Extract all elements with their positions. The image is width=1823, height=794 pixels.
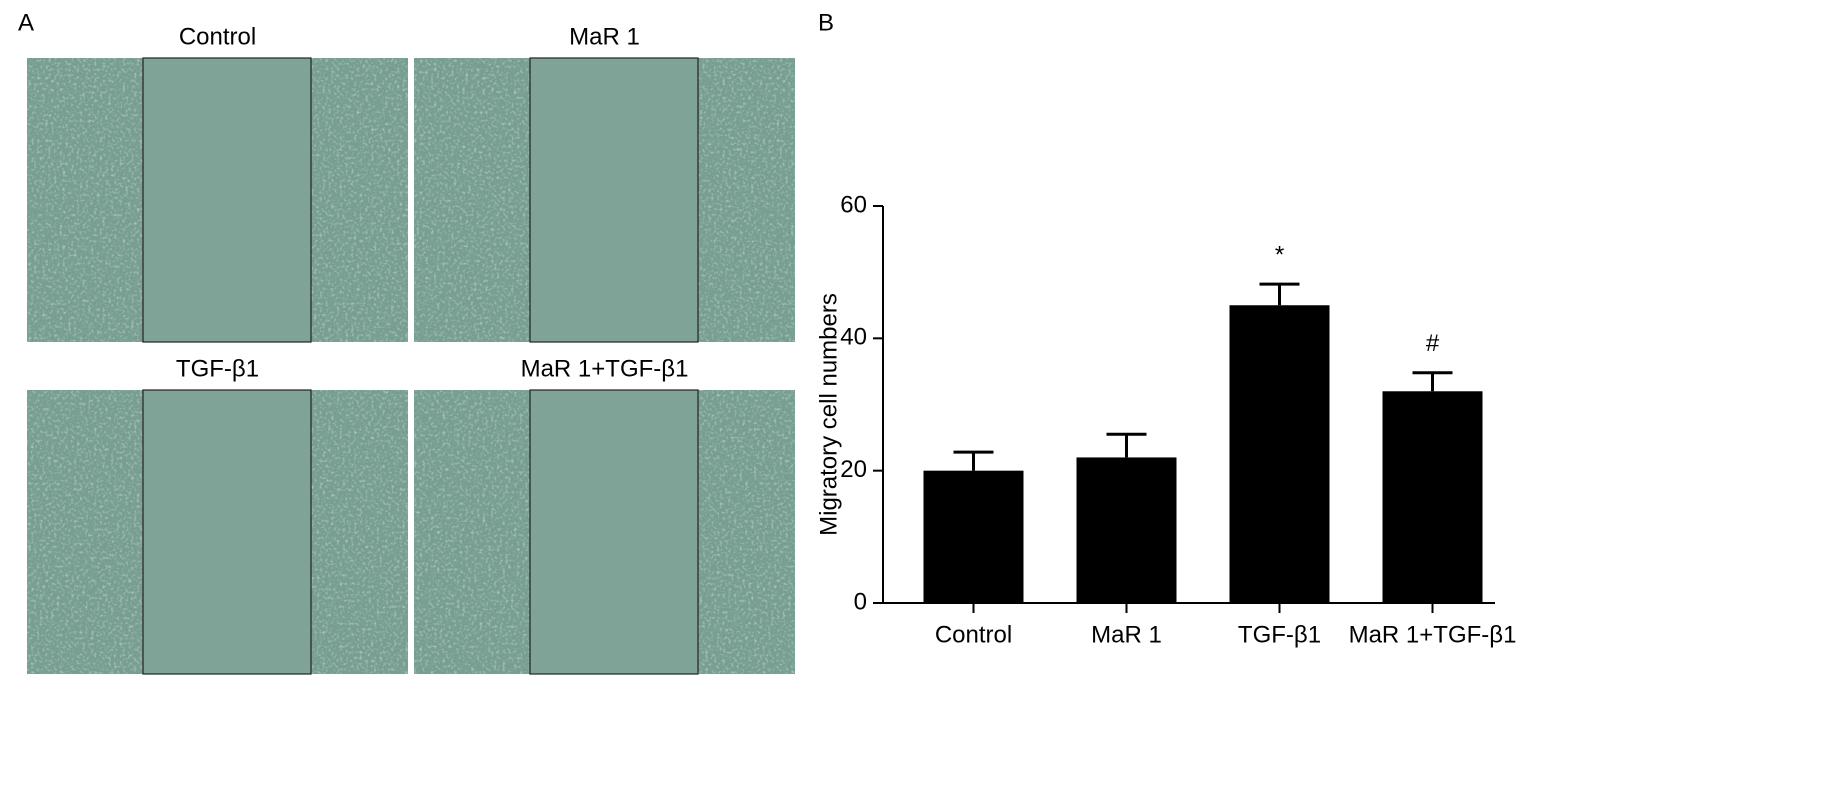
x-tick-label: MaR 1 xyxy=(1091,621,1162,648)
bar xyxy=(923,470,1024,603)
error-bar xyxy=(1106,432,1147,458)
y-tick-label: 40 xyxy=(840,324,867,351)
image-title: MaR 1 xyxy=(569,23,640,50)
image-panels: Control MaR 1 TGF-β1 MaR 1+TGF-β1 xyxy=(27,23,795,675)
x-tick-label: TGF-β1 xyxy=(1238,621,1321,648)
significance-mark: # xyxy=(1426,330,1440,357)
image-title: MaR 1+TGF-β1 xyxy=(521,355,689,382)
error-bar xyxy=(953,450,994,471)
image-title: TGF-β1 xyxy=(176,355,259,382)
x-tick-label: MaR 1+TGF-β1 xyxy=(1349,621,1517,648)
scratch-region xyxy=(529,57,699,343)
y-tick-label: 60 xyxy=(840,191,867,218)
image-title: Control xyxy=(179,23,256,50)
bar xyxy=(1229,305,1330,603)
x-tick-label: Control xyxy=(935,621,1012,648)
bar-chart: 0 20 40 60 Migratory cell numbers Control MaR … xyxy=(815,191,1516,648)
significance-mark: * xyxy=(1275,241,1284,268)
bar xyxy=(1382,391,1483,603)
y-axis-label: Migratory cell numbers xyxy=(815,293,842,536)
panel-label: B xyxy=(818,9,834,36)
panel-label: A xyxy=(18,9,34,36)
scratch-region xyxy=(529,389,699,675)
scratch-region xyxy=(142,57,312,343)
bar xyxy=(1076,457,1177,603)
scratch-region xyxy=(142,389,312,675)
y-tick-label: 20 xyxy=(840,456,867,483)
error-bar xyxy=(1259,282,1300,306)
y-tick-label: 0 xyxy=(854,588,867,615)
error-bar xyxy=(1412,371,1453,392)
